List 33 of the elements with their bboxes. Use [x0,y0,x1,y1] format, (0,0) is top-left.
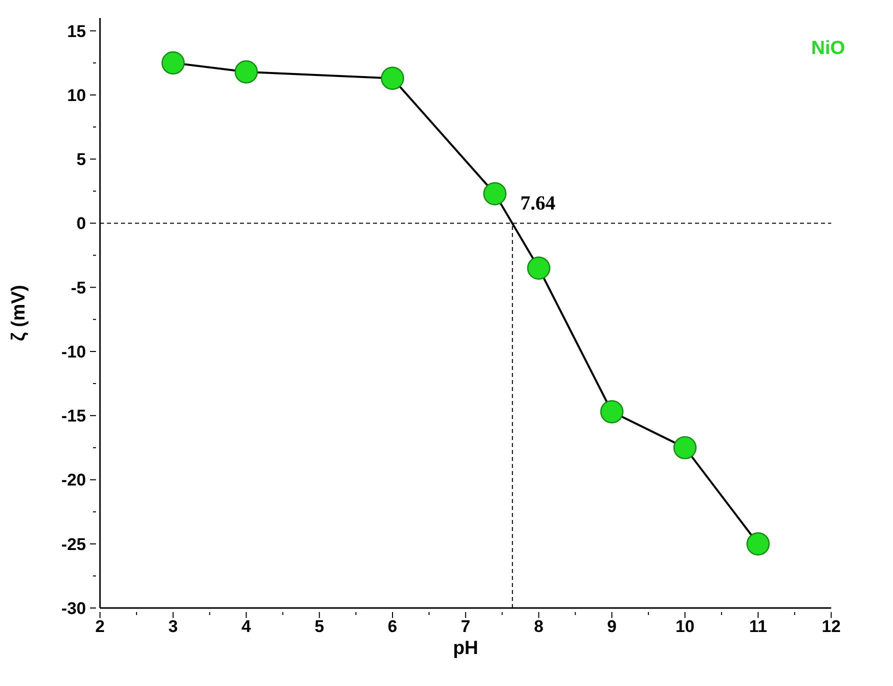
x-tick-label: 7 [460,617,470,636]
y-tick-label: -5 [70,278,86,298]
x-tick-label: 4 [242,617,252,636]
x-tick-label: 3 [168,617,178,636]
point [162,51,185,74]
x-tick-label: 11 [749,617,768,636]
y-tick-label: 10 [67,86,86,105]
y-axis-title: ζ (mV) [8,284,30,342]
point [527,256,550,280]
x-tick-label: 6 [388,617,398,636]
y-tick-label: -25 [61,534,86,554]
y-tick-label: -30 [61,599,86,618]
x-tick-label: 2 [95,617,105,636]
text: NiO [811,38,845,60]
y-tick-label: -20 [61,470,86,490]
x-tick-label: 8 [534,617,544,636]
point [234,60,258,84]
point [380,66,404,90]
y-tick-label: 0 [76,214,86,234]
point [600,400,624,424]
x-tick-label: 12 [822,617,841,636]
y-tick-label: 5 [76,150,86,170]
x-axis-title: pH [452,638,478,659]
y-tick-label: -10 [61,342,86,362]
point [673,436,697,460]
x-tick-label: 10 [676,617,694,636]
point [746,532,770,556]
annotation: 7.64 [520,192,556,214]
x-tick-label: 9 [607,617,617,636]
y-tick-label: -15 [61,406,86,426]
x-tick-label: 5 [314,617,324,636]
point [483,182,506,206]
y-tick-label: 15 [67,22,86,41]
